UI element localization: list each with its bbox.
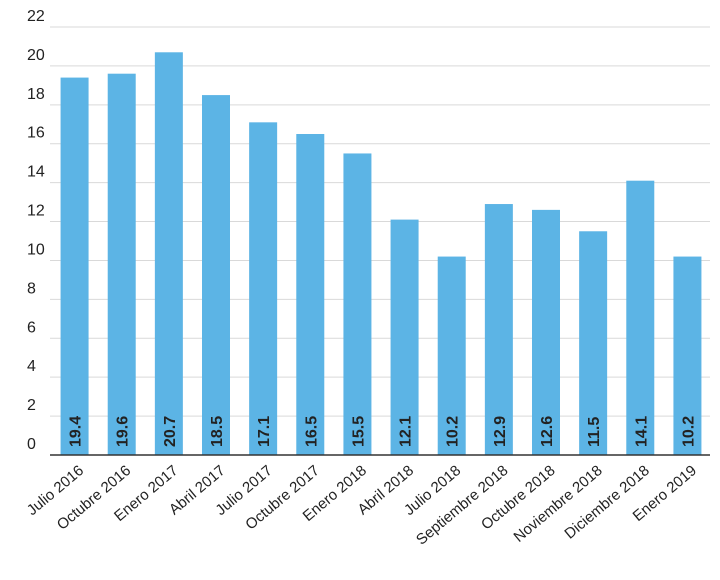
y-tick-label: 18: [27, 86, 45, 103]
bar: [154, 52, 183, 456]
bars: [60, 52, 702, 456]
y-tick-label: 10: [27, 241, 45, 258]
y-tick-label: 6: [27, 319, 36, 336]
bar-data-label: 14.1: [633, 416, 650, 447]
bar: [484, 204, 513, 455]
bar-data-label: 10.2: [680, 416, 697, 447]
y-axis-tick-labels: 0 2 4 6 8 10 12 14 16 18 20 22: [27, 8, 45, 453]
y-tick-label: 8: [27, 280, 36, 297]
bar: [249, 122, 278, 455]
y-tick-label: 14: [27, 164, 45, 181]
y-tick-label: 2: [27, 397, 36, 414]
bar-data-label: 17.1: [256, 416, 273, 447]
x-tick-label: Diciembre 2018: [561, 462, 652, 543]
bar-data-label: 19.6: [115, 416, 132, 447]
bar: [60, 77, 89, 455]
bar: [532, 209, 560, 455]
bar-data-label: 12.6: [539, 416, 556, 447]
bar: [296, 134, 325, 455]
y-tick-label: 12: [27, 203, 45, 220]
bar-data-label: 20.7: [162, 416, 179, 447]
bar-data-label: 11.5: [586, 417, 603, 447]
gridlines: [50, 26, 710, 417]
bar: [626, 180, 655, 455]
data-labels: 19.4 19.6 20.7 18.5 17.1 16.5 15.5 12.1 10.2 12.9…: [68, 416, 698, 447]
bar: [390, 219, 419, 455]
bar-data-label: 16.5: [303, 416, 320, 447]
y-tick-label: 22: [27, 8, 45, 25]
bar-data-label: 18.5: [209, 416, 226, 447]
y-tick-label: 4: [27, 358, 36, 375]
bar: [579, 231, 608, 455]
bar-data-label: 19.4: [68, 416, 85, 447]
y-tick-label: 20: [27, 47, 45, 64]
bar: [673, 256, 702, 455]
bar: [343, 153, 372, 456]
bar: [437, 256, 466, 455]
bar-data-label: 12.1: [398, 416, 415, 447]
bar: [107, 73, 136, 455]
y-tick-label: 16: [27, 125, 45, 142]
bar-data-label: 12.9: [492, 416, 509, 447]
y-tick-label: 0: [27, 436, 36, 453]
bar: [202, 95, 230, 455]
bar-data-label: 10.2: [445, 416, 462, 447]
bar-data-label: 15.5: [350, 416, 367, 447]
